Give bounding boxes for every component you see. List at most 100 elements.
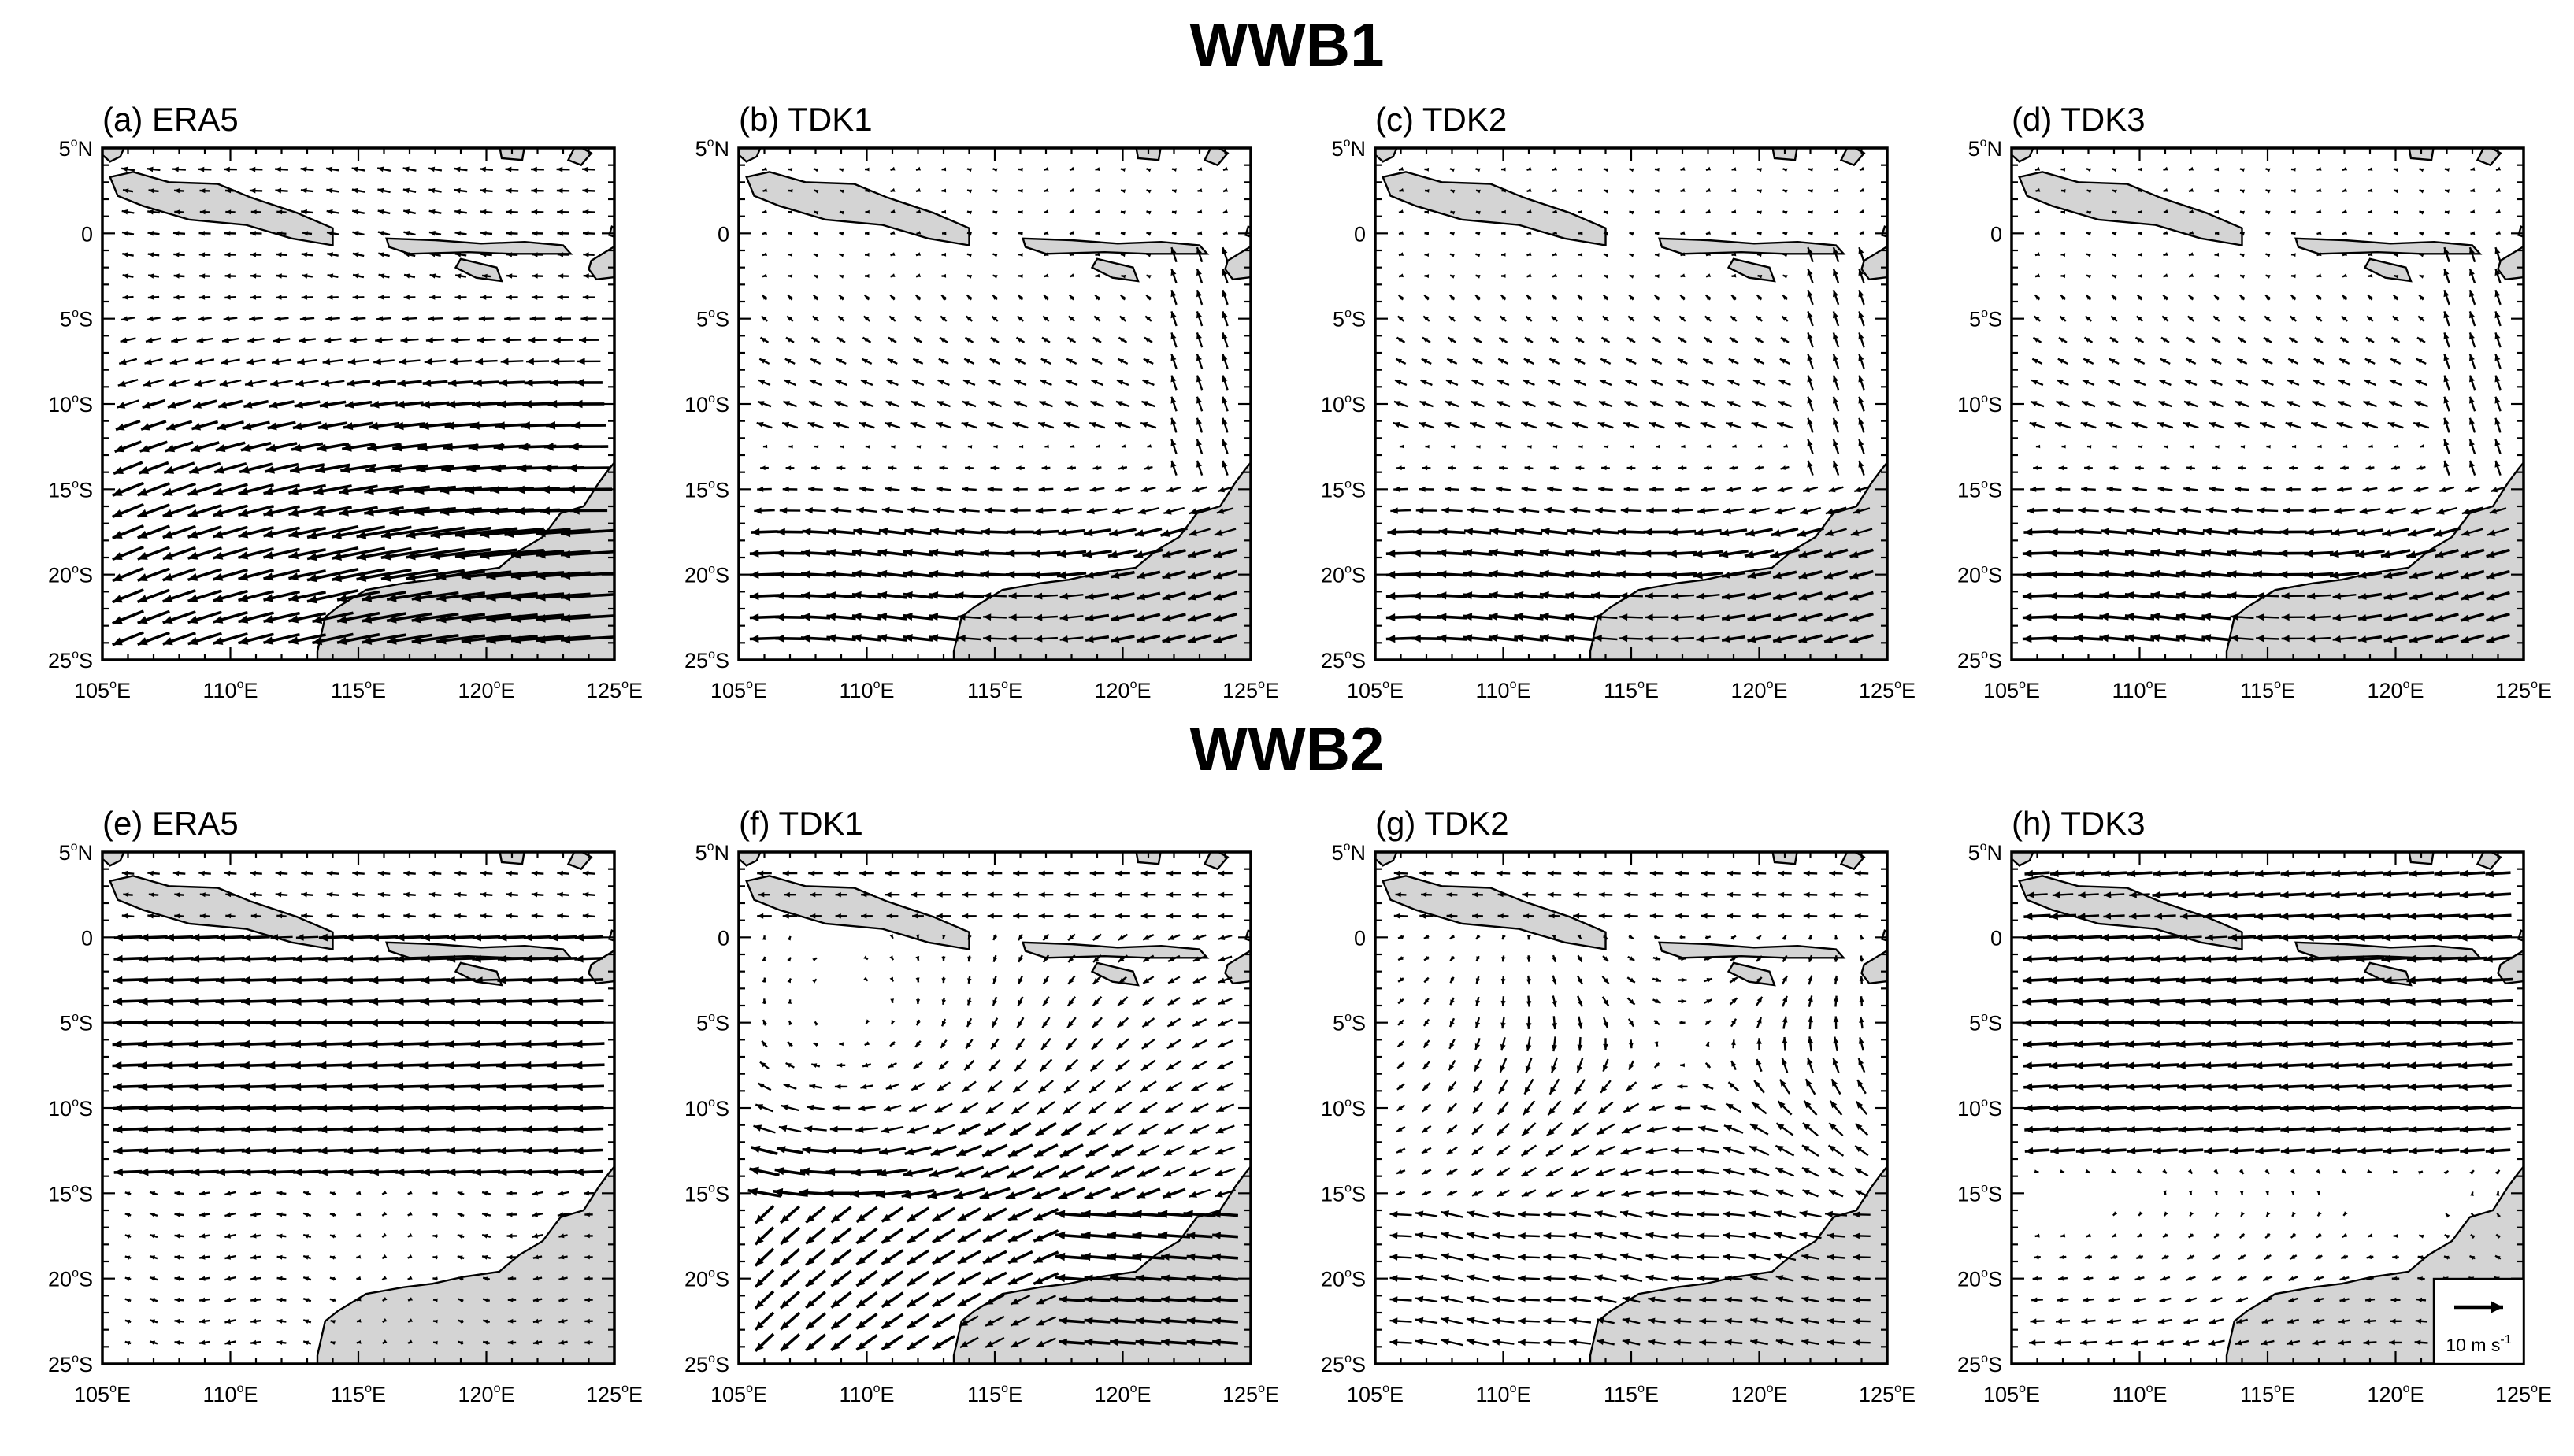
wind-vector-head xyxy=(291,1082,302,1091)
wind-vector-head xyxy=(2340,465,2346,470)
wind-vector-head xyxy=(347,380,355,387)
wind-vector-head xyxy=(814,1021,819,1026)
landmass-sumba xyxy=(454,257,503,283)
wind-vector xyxy=(405,526,465,538)
wind-vector-head xyxy=(574,933,584,942)
wind-vector-head xyxy=(1137,593,1145,601)
wind-vector-head xyxy=(2035,231,2040,235)
wind-vector-head xyxy=(2124,591,2134,599)
wind-vector-head xyxy=(1754,358,1761,364)
wind-vector-head xyxy=(2124,569,2134,578)
wind-vector-head xyxy=(139,997,148,1006)
wind-vector-head xyxy=(2461,593,2470,601)
wind-vector-head xyxy=(914,337,920,343)
wind-vector-head xyxy=(276,1212,283,1217)
wind-vector-head xyxy=(2238,316,2245,321)
wind-vector-head xyxy=(403,913,410,919)
wind-vector-head xyxy=(302,273,308,279)
wind-vector-head xyxy=(1035,1128,1044,1136)
wind-vector-head xyxy=(1550,337,1556,343)
wind-vector-head xyxy=(292,997,302,1006)
wind-vector-head xyxy=(1552,187,1557,192)
wind-vector-head xyxy=(2129,506,2138,514)
wind-vector-head xyxy=(288,615,299,624)
wind-vector-head xyxy=(522,1082,532,1091)
wind-vector-head xyxy=(1040,358,1048,364)
wind-vector-head xyxy=(238,636,249,645)
wind-vector-head xyxy=(1116,1043,1124,1050)
wind-vector-head xyxy=(480,551,490,560)
wind-vector-head xyxy=(1860,166,1865,171)
wind-vector-head xyxy=(221,358,229,365)
wind-vector-head xyxy=(369,1147,379,1155)
wind-vector-head xyxy=(240,1018,250,1028)
wind-vector-head xyxy=(983,592,992,599)
wind-vector-head xyxy=(2060,167,2066,172)
wind-vector-head xyxy=(2234,421,2242,428)
wind-vector-head xyxy=(241,997,250,1006)
wind-vector-head xyxy=(2086,211,2092,215)
wind-vector-head xyxy=(812,979,817,984)
wind-vector-head xyxy=(861,891,867,898)
wind-vector-head xyxy=(403,891,410,898)
wind-vector-head xyxy=(1070,187,1075,192)
wind-vector-head xyxy=(903,548,913,557)
wind-vector-head xyxy=(458,1276,463,1281)
wind-vector-head xyxy=(2099,548,2109,557)
wind-vector-head xyxy=(342,443,352,452)
wind-vector-head xyxy=(499,379,508,387)
wind-vector-head xyxy=(1755,337,1761,343)
wind-vector-head xyxy=(915,934,920,939)
wind-vector-head xyxy=(343,1039,353,1049)
wind-vector-head xyxy=(954,591,964,600)
wind-vector-head xyxy=(141,423,150,431)
wind-vector-head xyxy=(498,933,507,942)
wind-vector-head xyxy=(885,401,892,406)
wind-vector-head xyxy=(2364,358,2372,364)
wind-vector-head xyxy=(954,549,964,558)
landmass-sumba xyxy=(1090,961,1140,987)
wind-vector-head xyxy=(407,1254,413,1258)
wind-vector-head xyxy=(2230,613,2238,621)
wind-vector-head xyxy=(457,1234,463,1239)
wind-vector-head xyxy=(1034,592,1043,600)
wind-vector-head xyxy=(299,337,306,343)
wind-vector-head xyxy=(480,209,487,215)
wind-vector-head xyxy=(454,870,461,876)
wind-vector-head xyxy=(249,166,256,172)
wind-vector-head xyxy=(929,528,940,535)
wind-vector-head xyxy=(2215,231,2220,235)
wind-vector-head xyxy=(526,358,534,365)
wind-vector-head xyxy=(1858,354,1864,361)
wind-vector-head xyxy=(1218,913,1225,919)
wind-vector-head xyxy=(1419,486,1426,492)
wind-vector-head xyxy=(477,336,484,343)
wind-vector-head xyxy=(788,274,793,279)
wind-vector-head xyxy=(150,1234,156,1239)
wind-vector-head xyxy=(515,506,525,516)
wind-vector-head xyxy=(1218,977,1226,984)
wind-vector-head xyxy=(561,635,571,644)
wind-vector-head xyxy=(839,295,844,300)
wind-vector-head xyxy=(557,295,563,300)
wind-vector-head xyxy=(198,252,206,257)
wind-vector-head xyxy=(303,1319,310,1324)
wind-vector-head xyxy=(419,421,429,431)
wind-vector-head xyxy=(1061,1128,1070,1136)
wind-vector-head xyxy=(1671,635,1679,643)
wind-vector-head xyxy=(446,976,455,984)
wind-vector-head xyxy=(2235,401,2242,406)
wind-vector-head xyxy=(1013,891,1020,898)
wind-vector-head xyxy=(584,1318,590,1324)
wind-vector-head xyxy=(1011,1106,1020,1114)
wind-vector-head xyxy=(137,487,148,496)
wind-vector-head xyxy=(480,870,487,876)
wind-vector-head xyxy=(112,637,123,646)
wind-vector-head xyxy=(199,892,206,898)
landmass-isl2 xyxy=(1839,148,1866,167)
land-layer xyxy=(2012,148,2524,660)
wind-vector-head xyxy=(162,637,173,646)
wind-vector-head xyxy=(276,231,283,236)
wind-vector-head xyxy=(1552,166,1557,171)
wind-vector-head xyxy=(1619,635,1628,643)
